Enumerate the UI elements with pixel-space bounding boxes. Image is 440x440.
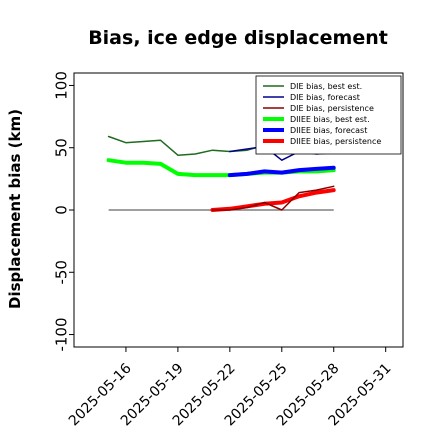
y-tick-label: 100 (53, 71, 71, 100)
legend-label: DIE bias, persistence (290, 104, 374, 113)
x-axis-ticks: 2025-05-162025-05-192025-05-222025-05-25… (66, 347, 395, 429)
legend-label: DIIEE bias, best est. (290, 115, 370, 124)
legend-label: DIE bias, best est. (290, 82, 362, 91)
series-line (211, 185, 335, 211)
legend-items: DIE bias, best est. DIE bias, forecast DIE… (263, 82, 381, 146)
y-axis-ticks: 100 50 0 -50 -100 (53, 71, 74, 352)
y-tick-label: -100 (53, 318, 71, 352)
y-tick-label: 0 (53, 205, 71, 215)
y-tick-label: -50 (53, 260, 71, 285)
legend: DIE bias, best est. DIE bias, forecast DIE… (255, 75, 402, 155)
legend-label: DIIEE bias, forecast (290, 126, 367, 135)
y-tick-label: 50 (53, 138, 71, 157)
chart-title: Bias, ice edge displacement (88, 27, 388, 49)
legend-label: DIE bias, forecast (290, 93, 360, 102)
y-axis-label: Displacement bias (km) (6, 109, 24, 309)
series-line (210, 188, 336, 212)
series-line (227, 165, 336, 178)
legend-label: DIIEE bias, persistence (290, 137, 381, 146)
